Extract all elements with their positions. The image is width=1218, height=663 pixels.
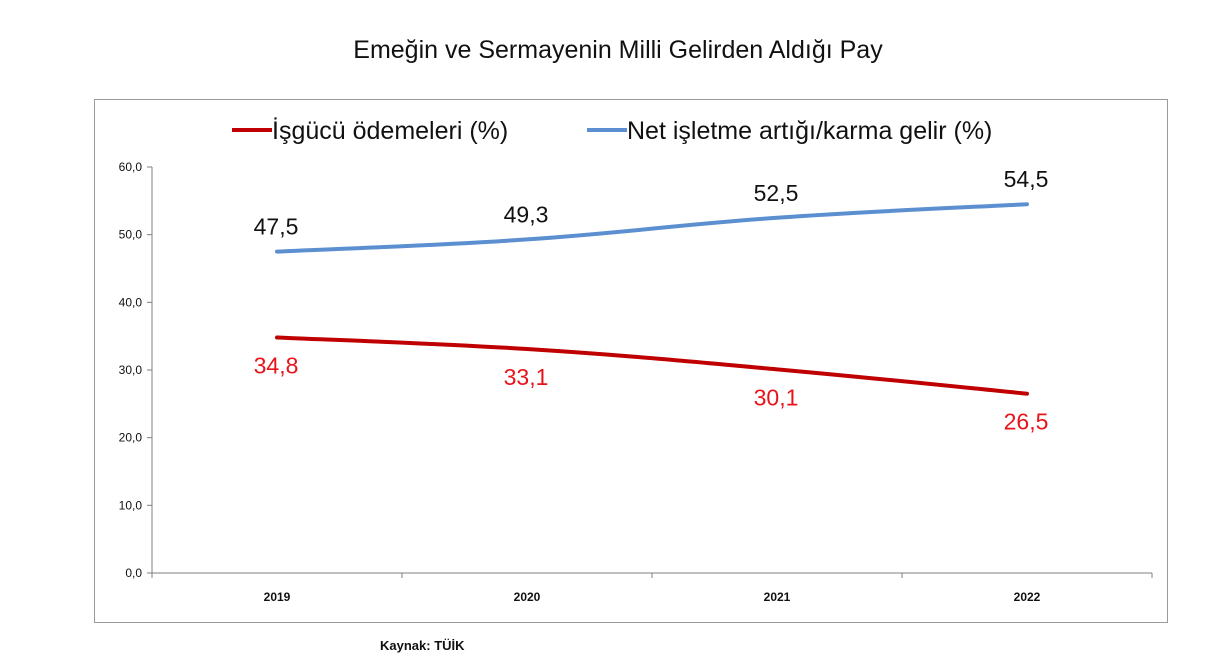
y-tick-label: 30,0 <box>119 363 143 377</box>
y-tick-label: 20,0 <box>119 431 143 445</box>
y-tick-label: 0,0 <box>125 566 142 580</box>
y-tick-label: 10,0 <box>119 498 143 512</box>
chart-title: Emeğin ve Sermayenin Milli Gelirden Aldı… <box>353 36 883 64</box>
data-label: 54,5 <box>1004 166 1049 192</box>
chart-area: İşgücü ödemeleri (%) Net işletme artığı/k… <box>94 99 1168 623</box>
line-chart: İşgücü ödemeleri (%) Net işletme artığı/k… <box>119 116 1153 604</box>
x-tick-label: 2022 <box>1014 590 1041 604</box>
data-labels: 34,8 33,1 30,1 26,5 47,5 49,3 52,5 54,5 <box>254 166 1049 434</box>
source-note: Kaynak: TÜİK <box>380 638 465 653</box>
x-tick-label: 2021 <box>764 590 791 604</box>
series-lines <box>275 202 1029 396</box>
data-label: 49,3 <box>504 201 549 227</box>
data-label: 47,5 <box>254 214 299 240</box>
y-tick-label: 40,0 <box>119 295 143 309</box>
axes: 0,0 10,0 20,0 30,0 40,0 50,0 60,0 2019 2020 2021 2… <box>119 160 1153 604</box>
x-tick-label: 2019 <box>264 590 291 604</box>
series-line-2 <box>275 202 1029 254</box>
data-label: 34,8 <box>254 353 299 379</box>
data-label: 30,1 <box>754 384 799 410</box>
legend-label-2: Net işletme artığı/karma gelir (%) <box>627 117 992 145</box>
series-line-1 <box>275 335 1029 396</box>
data-label: 52,5 <box>754 180 799 206</box>
y-tick-label: 60,0 <box>119 160 143 174</box>
x-tick-label: 2020 <box>514 590 541 604</box>
legend-label-1: İşgücü ödemeleri (%) <box>272 116 508 145</box>
legend: İşgücü ödemeleri (%) Net işletme artığı/k… <box>232 116 992 145</box>
data-label: 33,1 <box>504 364 549 390</box>
y-tick-label: 50,0 <box>119 228 143 242</box>
data-label: 26,5 <box>1004 409 1049 435</box>
